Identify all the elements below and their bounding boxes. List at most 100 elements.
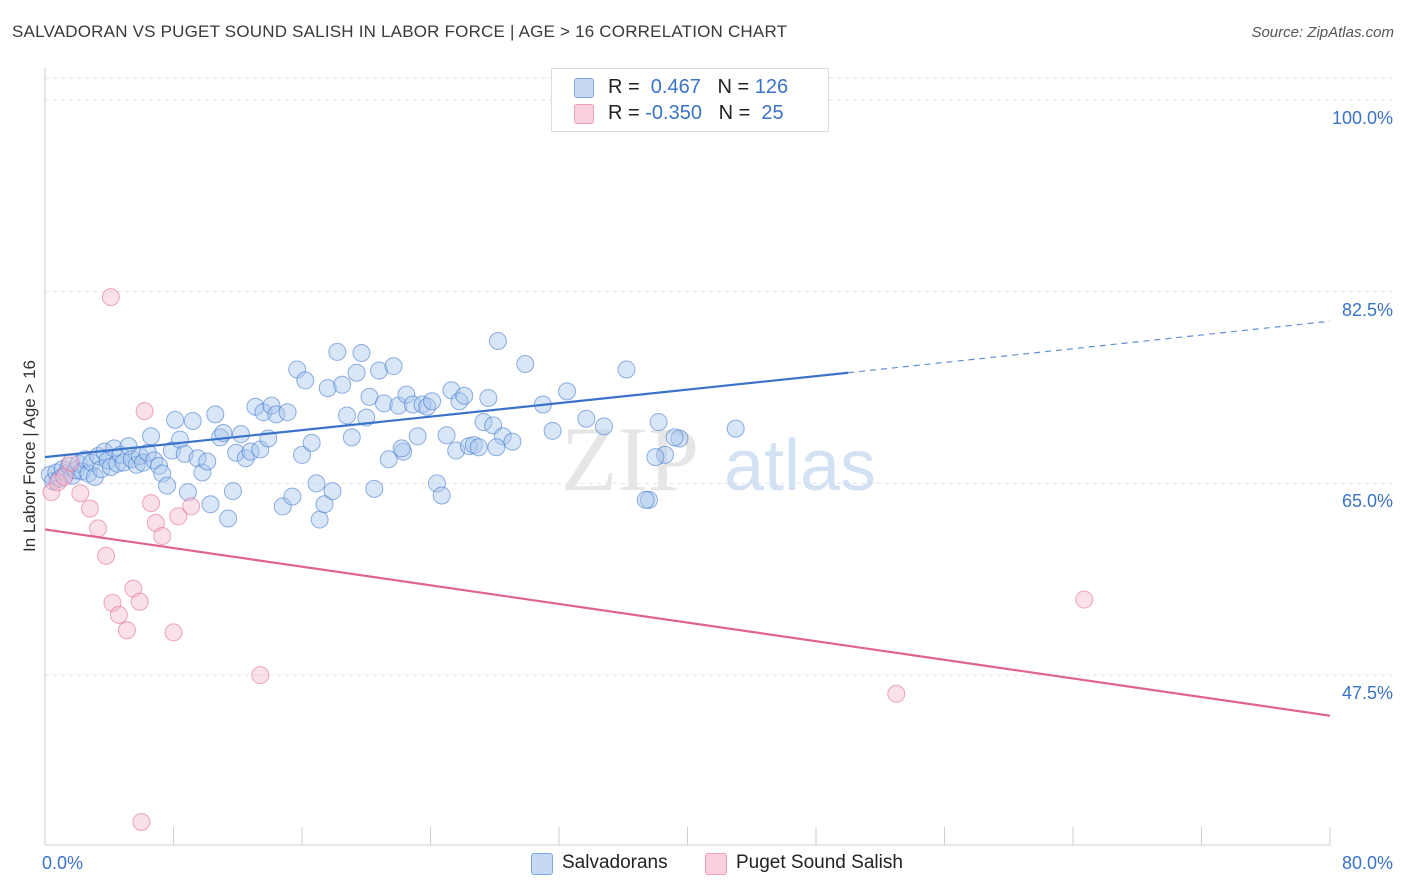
salvadorans-point-48: [219, 509, 238, 528]
puget-sound-salish-point-16: [153, 527, 172, 546]
salvadorans-point-31: [145, 451, 164, 470]
salvadorans-point-45: [206, 405, 225, 424]
puget-sound-salish-point-9: [109, 605, 128, 624]
puget-sound-salish-point-11: [124, 579, 143, 598]
salvadorans-point-69: [315, 495, 334, 514]
salvadorans-point-106: [488, 331, 507, 350]
puget-sound-salish-point-21: [101, 288, 120, 307]
salvadorans-point-66: [302, 433, 321, 452]
puget-sound-salish-point-7: [97, 546, 116, 565]
puget-sound-salish-point-10: [117, 621, 136, 640]
salvadorans-point-33: [153, 464, 172, 483]
puget-sound-salish-point-22: [132, 812, 151, 831]
series-puget-sound-salish-points: [42, 288, 1094, 831]
watermark-zip: ZIP: [561, 408, 699, 510]
salvadorans-point-99: [455, 386, 474, 405]
salvadorans-point-95: [437, 426, 456, 445]
salvadorans-point-119: [726, 419, 745, 438]
salvadorans-point-70: [318, 379, 337, 398]
legend: R = 0.467 N = 126 R = -0.350 N = 25: [551, 68, 829, 132]
salvadorans-point-82: [374, 394, 393, 413]
salvadorans-point-42: [193, 463, 212, 482]
bottom-legend-swatch-salvadorans: [531, 853, 553, 875]
salvadorans-point-84: [384, 357, 403, 376]
salvadorans-point-91: [418, 397, 437, 416]
legend-row-salvadorans: R = 0.467 N = 126: [574, 76, 788, 100]
salvadorans-point-43: [198, 452, 217, 471]
salvadorans-point-116: [649, 413, 668, 432]
salvadorans-point-61: [278, 403, 297, 422]
salvadorans-point-101: [464, 436, 483, 455]
salvadorans-point-109: [516, 354, 535, 373]
salvadorans-point-112: [558, 382, 577, 401]
y-tick-label-2: 82.5%: [1341, 299, 1393, 320]
salvadorans-point-124: [636, 490, 655, 509]
salvadorans-point-41: [188, 449, 207, 468]
series-salvadorans-points: [40, 331, 745, 529]
salvadorans-point-98: [450, 392, 469, 411]
legend-stats-salvadorans: R = 0.467 N = 126: [608, 76, 789, 98]
y-axis-label: In Labor Force | Age > 16: [20, 359, 39, 553]
salvadorans-point-51: [231, 425, 250, 444]
grid-lines: [45, 77, 1392, 676]
salvadorans-point-62: [283, 487, 302, 506]
source-label: Source: ZipAtlas.com: [1251, 24, 1394, 41]
salvadorans-point-36: [166, 410, 185, 429]
salvadorans-point-123: [646, 448, 665, 467]
salvadorans-point-121: [594, 417, 613, 436]
y-tick-label-0: 47.5%: [1341, 683, 1393, 704]
x-tick-label-max: 80.0%: [1341, 853, 1393, 873]
salvadorans-point-60: [273, 497, 292, 516]
salvadorans-point-87: [397, 385, 416, 404]
salvadorans-point-94: [432, 486, 451, 505]
salvadorans-point-14: [85, 467, 104, 486]
salvadorans-point-93: [427, 474, 446, 493]
salvadorans-point-77: [352, 344, 371, 363]
salvadorans-point-72: [328, 342, 347, 361]
salvadorans-point-13: [82, 453, 101, 472]
salvadorans-point-58: [262, 396, 281, 415]
bottom-legend-label-salvadorans: Salvadorans: [562, 852, 668, 873]
x-tick-label-min: 0.0%: [42, 853, 84, 873]
salvadorans-point-86: [394, 442, 413, 461]
salvadorans-point-30: [142, 427, 161, 446]
salvadorans-point-113: [577, 409, 596, 428]
puget-sound-salish-point-6: [89, 519, 108, 538]
salvadorans-point-73: [333, 375, 352, 394]
salvadorans-point-111: [543, 421, 562, 440]
puget-sound-salish-point-13: [135, 402, 154, 421]
y-tick-label-1: 65.0%: [1341, 491, 1393, 512]
salvadorans-point-122: [665, 428, 684, 447]
puget-sound-salish-point-19: [182, 497, 201, 516]
salvadorans-point-102: [469, 438, 488, 457]
watermark-atlas: atlas: [724, 426, 876, 506]
salvadorans-point-74: [337, 406, 356, 425]
salvadorans-point-120: [487, 438, 506, 457]
salvadorans-trend-extension: [848, 320, 1331, 374]
bottom-legend-label-puget-sound-salish: Puget Sound Salish: [736, 852, 903, 873]
puget-sound-salish-point-3: [61, 453, 80, 472]
salvadorans-point-59: [267, 405, 286, 424]
salvadorans-point-49: [223, 482, 242, 501]
salvadorans-point-80: [365, 479, 384, 498]
salvadorans-point-67: [307, 474, 326, 493]
puget-sound-salish-point-24: [1075, 590, 1094, 609]
salvadorans-point-65: [296, 371, 315, 390]
chart-title: SALVADORAN VS PUGET SOUND SALISH IN LABO…: [12, 22, 788, 41]
salvadorans-point-40: [183, 411, 202, 430]
bottom-legend-swatch-puget-sound-salish: [705, 853, 727, 875]
puget-sound-salish-point-17: [164, 623, 183, 642]
salvadorans-point-71: [323, 482, 342, 501]
salvadorans-point-83: [379, 450, 398, 469]
salvadorans-point-107: [493, 427, 512, 446]
puget-sound-salish-point-18: [169, 507, 188, 526]
puget-sound-salish-point-15: [146, 513, 165, 532]
salvadorans-point-44: [201, 495, 220, 514]
puget-sound-salish-point-23: [887, 684, 906, 703]
puget-sound-salish-point-4: [71, 484, 90, 503]
salvadorans-point-88: [403, 395, 422, 414]
salvadorans-point-89: [408, 427, 427, 446]
trend-lines: [44, 320, 1331, 717]
salvadorans-point-34: [158, 476, 177, 495]
